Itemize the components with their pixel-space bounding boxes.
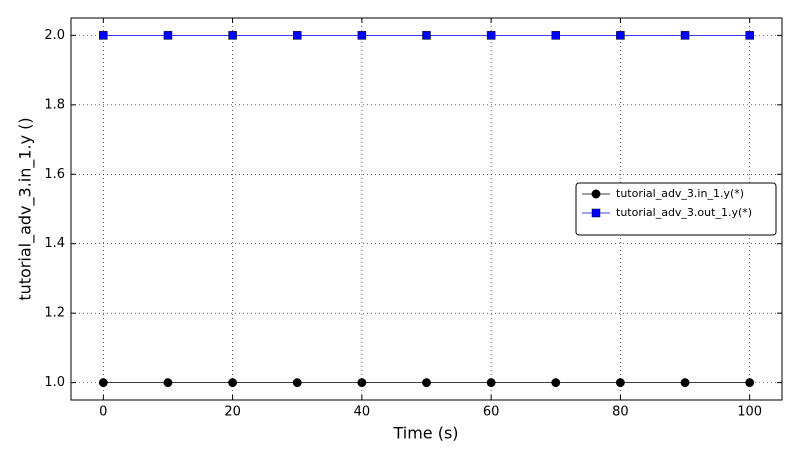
y-tick-label: 1.2 xyxy=(44,306,65,321)
y-axis-label: tutorial_adv_3.in_1.y () xyxy=(16,117,36,300)
legend-marker xyxy=(591,189,601,199)
x-tick-label: 80 xyxy=(612,405,629,420)
legend-box xyxy=(575,182,777,236)
marker xyxy=(551,378,561,388)
x-tick-label: 20 xyxy=(224,405,241,420)
y-tick-label: 1.4 xyxy=(44,236,65,251)
y-tick-label: 2.0 xyxy=(44,28,65,43)
marker xyxy=(163,31,173,40)
legend-label: tutorial_adv_3.in_1.y(*) xyxy=(616,187,744,200)
marker xyxy=(228,31,237,40)
plot-frame xyxy=(70,17,783,401)
marker xyxy=(680,31,690,40)
x-tick-label: 60 xyxy=(483,405,500,420)
legend-marker xyxy=(591,208,601,218)
marker xyxy=(163,378,173,388)
marker xyxy=(422,378,431,388)
marker xyxy=(98,378,108,388)
marker xyxy=(745,31,754,40)
legend: tutorial_adv_3.in_1.y(*) tutorial_adv_3.o… xyxy=(575,182,777,236)
marker xyxy=(551,31,561,40)
marker xyxy=(680,378,690,388)
x-tick-label: 100 xyxy=(737,405,762,420)
x-tick-label: 0 xyxy=(99,405,107,420)
marker xyxy=(99,31,108,40)
marker xyxy=(615,378,625,388)
y-tick-label: 1.8 xyxy=(44,97,65,112)
marker xyxy=(357,378,367,388)
marker xyxy=(616,31,625,40)
marker xyxy=(357,31,367,40)
legend-label: tutorial_adv_3.out_1.y(*) xyxy=(616,206,752,219)
marker xyxy=(292,378,302,388)
marker xyxy=(745,378,755,388)
marker xyxy=(486,31,496,40)
marker xyxy=(486,378,496,388)
y-tick-label: 1.6 xyxy=(44,167,65,182)
x-tick-label: 40 xyxy=(354,405,371,420)
marker xyxy=(422,31,431,40)
x-axis-label: Time (s) xyxy=(392,424,458,443)
marker xyxy=(228,378,238,388)
marker xyxy=(292,31,302,40)
y-tick-label: 1.0 xyxy=(44,375,65,390)
